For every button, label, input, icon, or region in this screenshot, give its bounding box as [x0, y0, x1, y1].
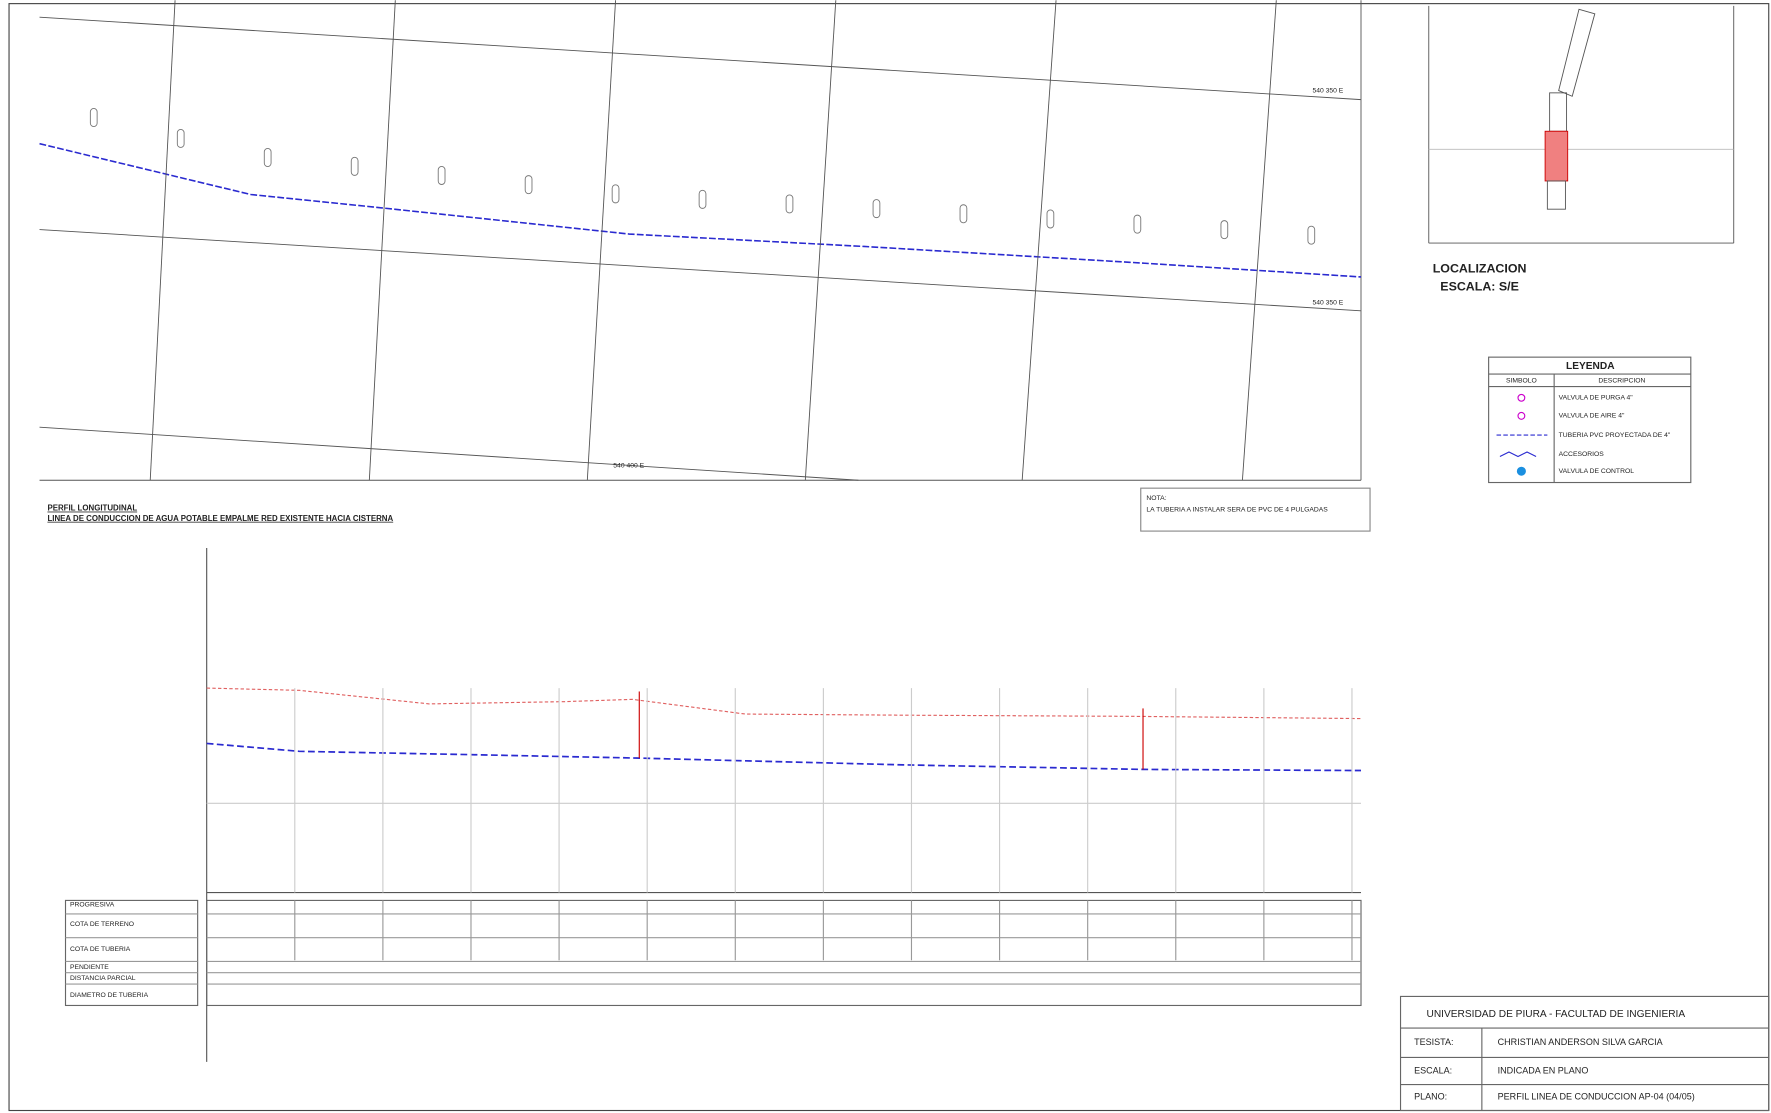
segment — [1547, 181, 1565, 209]
field-value: PERFIL LINEA DE CONDUCCION AP-04 (04/05) — [1498, 1091, 1695, 1101]
station-marker — [1047, 210, 1054, 228]
location-scale: ESCALA: S/E — [1440, 279, 1519, 293]
grid-label: 540 350 E — [1312, 300, 1343, 307]
grid-label: 540 350 E — [1312, 87, 1343, 94]
field-label: TESISTA: — [1414, 1037, 1453, 1047]
legend-title: LEYENDA — [1566, 361, 1615, 372]
symbol — [1518, 394, 1525, 401]
institution: UNIVERSIDAD DE PIURA - FACULTAD DE INGEN… — [1427, 1009, 1686, 1020]
field-value: CHRISTIAN ANDERSON SILVA GARCIA — [1498, 1037, 1663, 1047]
note: NOTA: LA TUBERIA A INSTALAR SERA DE PVC … — [1141, 488, 1370, 531]
station-marker — [873, 200, 880, 218]
grid-line — [369, 0, 395, 480]
row-label: PENDIENTE — [70, 964, 109, 971]
legend-box — [1489, 357, 1691, 482]
station-marker — [525, 176, 532, 194]
symbol — [1518, 412, 1525, 419]
station-marker — [351, 157, 358, 175]
legend-item: VALVULA DE CONTROL — [1559, 468, 1635, 475]
station-marker — [699, 190, 706, 208]
field-label: ESCALA: — [1414, 1065, 1452, 1075]
station-marker — [1221, 221, 1228, 239]
grid-line — [40, 427, 859, 480]
station-marker — [612, 185, 619, 203]
row-label: DISTANCIA PARCIAL — [70, 975, 136, 982]
legend-item: ACCESORIOS — [1559, 451, 1605, 458]
grid-line — [40, 17, 1361, 99]
segment-highlight — [1545, 131, 1568, 181]
station-marker — [90, 108, 97, 126]
station-marker — [264, 148, 271, 166]
drawing: 540 350 E 540 350 E 540 400 E LOCALIZACI… — [0, 0, 1771, 1113]
legend-item: VALVULA DE AIRE 4" — [1559, 413, 1625, 420]
profile — [66, 548, 1361, 1062]
table-labels — [66, 900, 198, 1005]
row-label: COTA DE TERRENO — [70, 921, 134, 928]
grid-line — [1022, 0, 1056, 480]
location-map — [1429, 6, 1734, 243]
station-marker — [438, 166, 445, 184]
row-label: DIAMETRO DE TUBERIA — [70, 992, 149, 999]
row-label: PROGRESIVA — [70, 902, 115, 909]
pipe-line — [207, 743, 1361, 770]
terrain-line — [207, 688, 1361, 718]
border — [9, 4, 1769, 1111]
legend: LEYENDA SIMBOLO DESCRIPCION VALVULA DE P… — [1489, 357, 1691, 482]
station-marker — [786, 195, 793, 213]
symbol — [1517, 467, 1526, 476]
station-marker — [177, 129, 184, 147]
title-block: UNIVERSIDAD DE PIURA - FACULTAD DE INGEN… — [1401, 996, 1769, 1110]
station-marker — [960, 205, 967, 223]
grid-line — [1242, 0, 1276, 480]
legend-item: VALVULA DE PURGA 4" — [1559, 395, 1634, 402]
note-text: LA TUBERIA A INSTALAR SERA DE PVC DE 4 P… — [1146, 506, 1328, 513]
grid-line — [40, 230, 1361, 311]
profile-title: PERFIL LONGITUDINAL — [47, 504, 137, 513]
grid-label: 540 400 E — [613, 462, 644, 469]
symbol — [1500, 452, 1536, 457]
pipeline — [40, 144, 1361, 277]
location-title: LOCALIZACION — [1433, 261, 1527, 275]
grid-line — [150, 0, 175, 480]
station-marker — [1308, 226, 1315, 244]
grid-line — [805, 0, 835, 480]
profile-subtitle: LINEA DE CONDUCCION DE AGUA POTABLE EMPA… — [47, 514, 393, 523]
field-value: INDICADA EN PLANO — [1498, 1065, 1589, 1075]
grid-line — [587, 0, 615, 480]
note-title: NOTA: — [1146, 495, 1166, 502]
row-label: COTA DE TUBERIA — [70, 946, 131, 953]
field-label: PLANO: — [1414, 1091, 1447, 1101]
table-body — [207, 900, 1361, 1005]
plan-view — [40, 0, 1361, 480]
legend-header: SIMBOLO — [1506, 378, 1537, 385]
page: 540 350 E 540 350 E 540 400 E LOCALIZACI… — [0, 0, 1771, 1113]
legend-header: DESCRIPCION — [1598, 378, 1645, 385]
legend-item: TUBERIA PVC PROYECTADA DE 4" — [1559, 432, 1671, 439]
station-marker — [1134, 215, 1141, 233]
segment — [1550, 93, 1567, 131]
segment — [1559, 9, 1595, 96]
